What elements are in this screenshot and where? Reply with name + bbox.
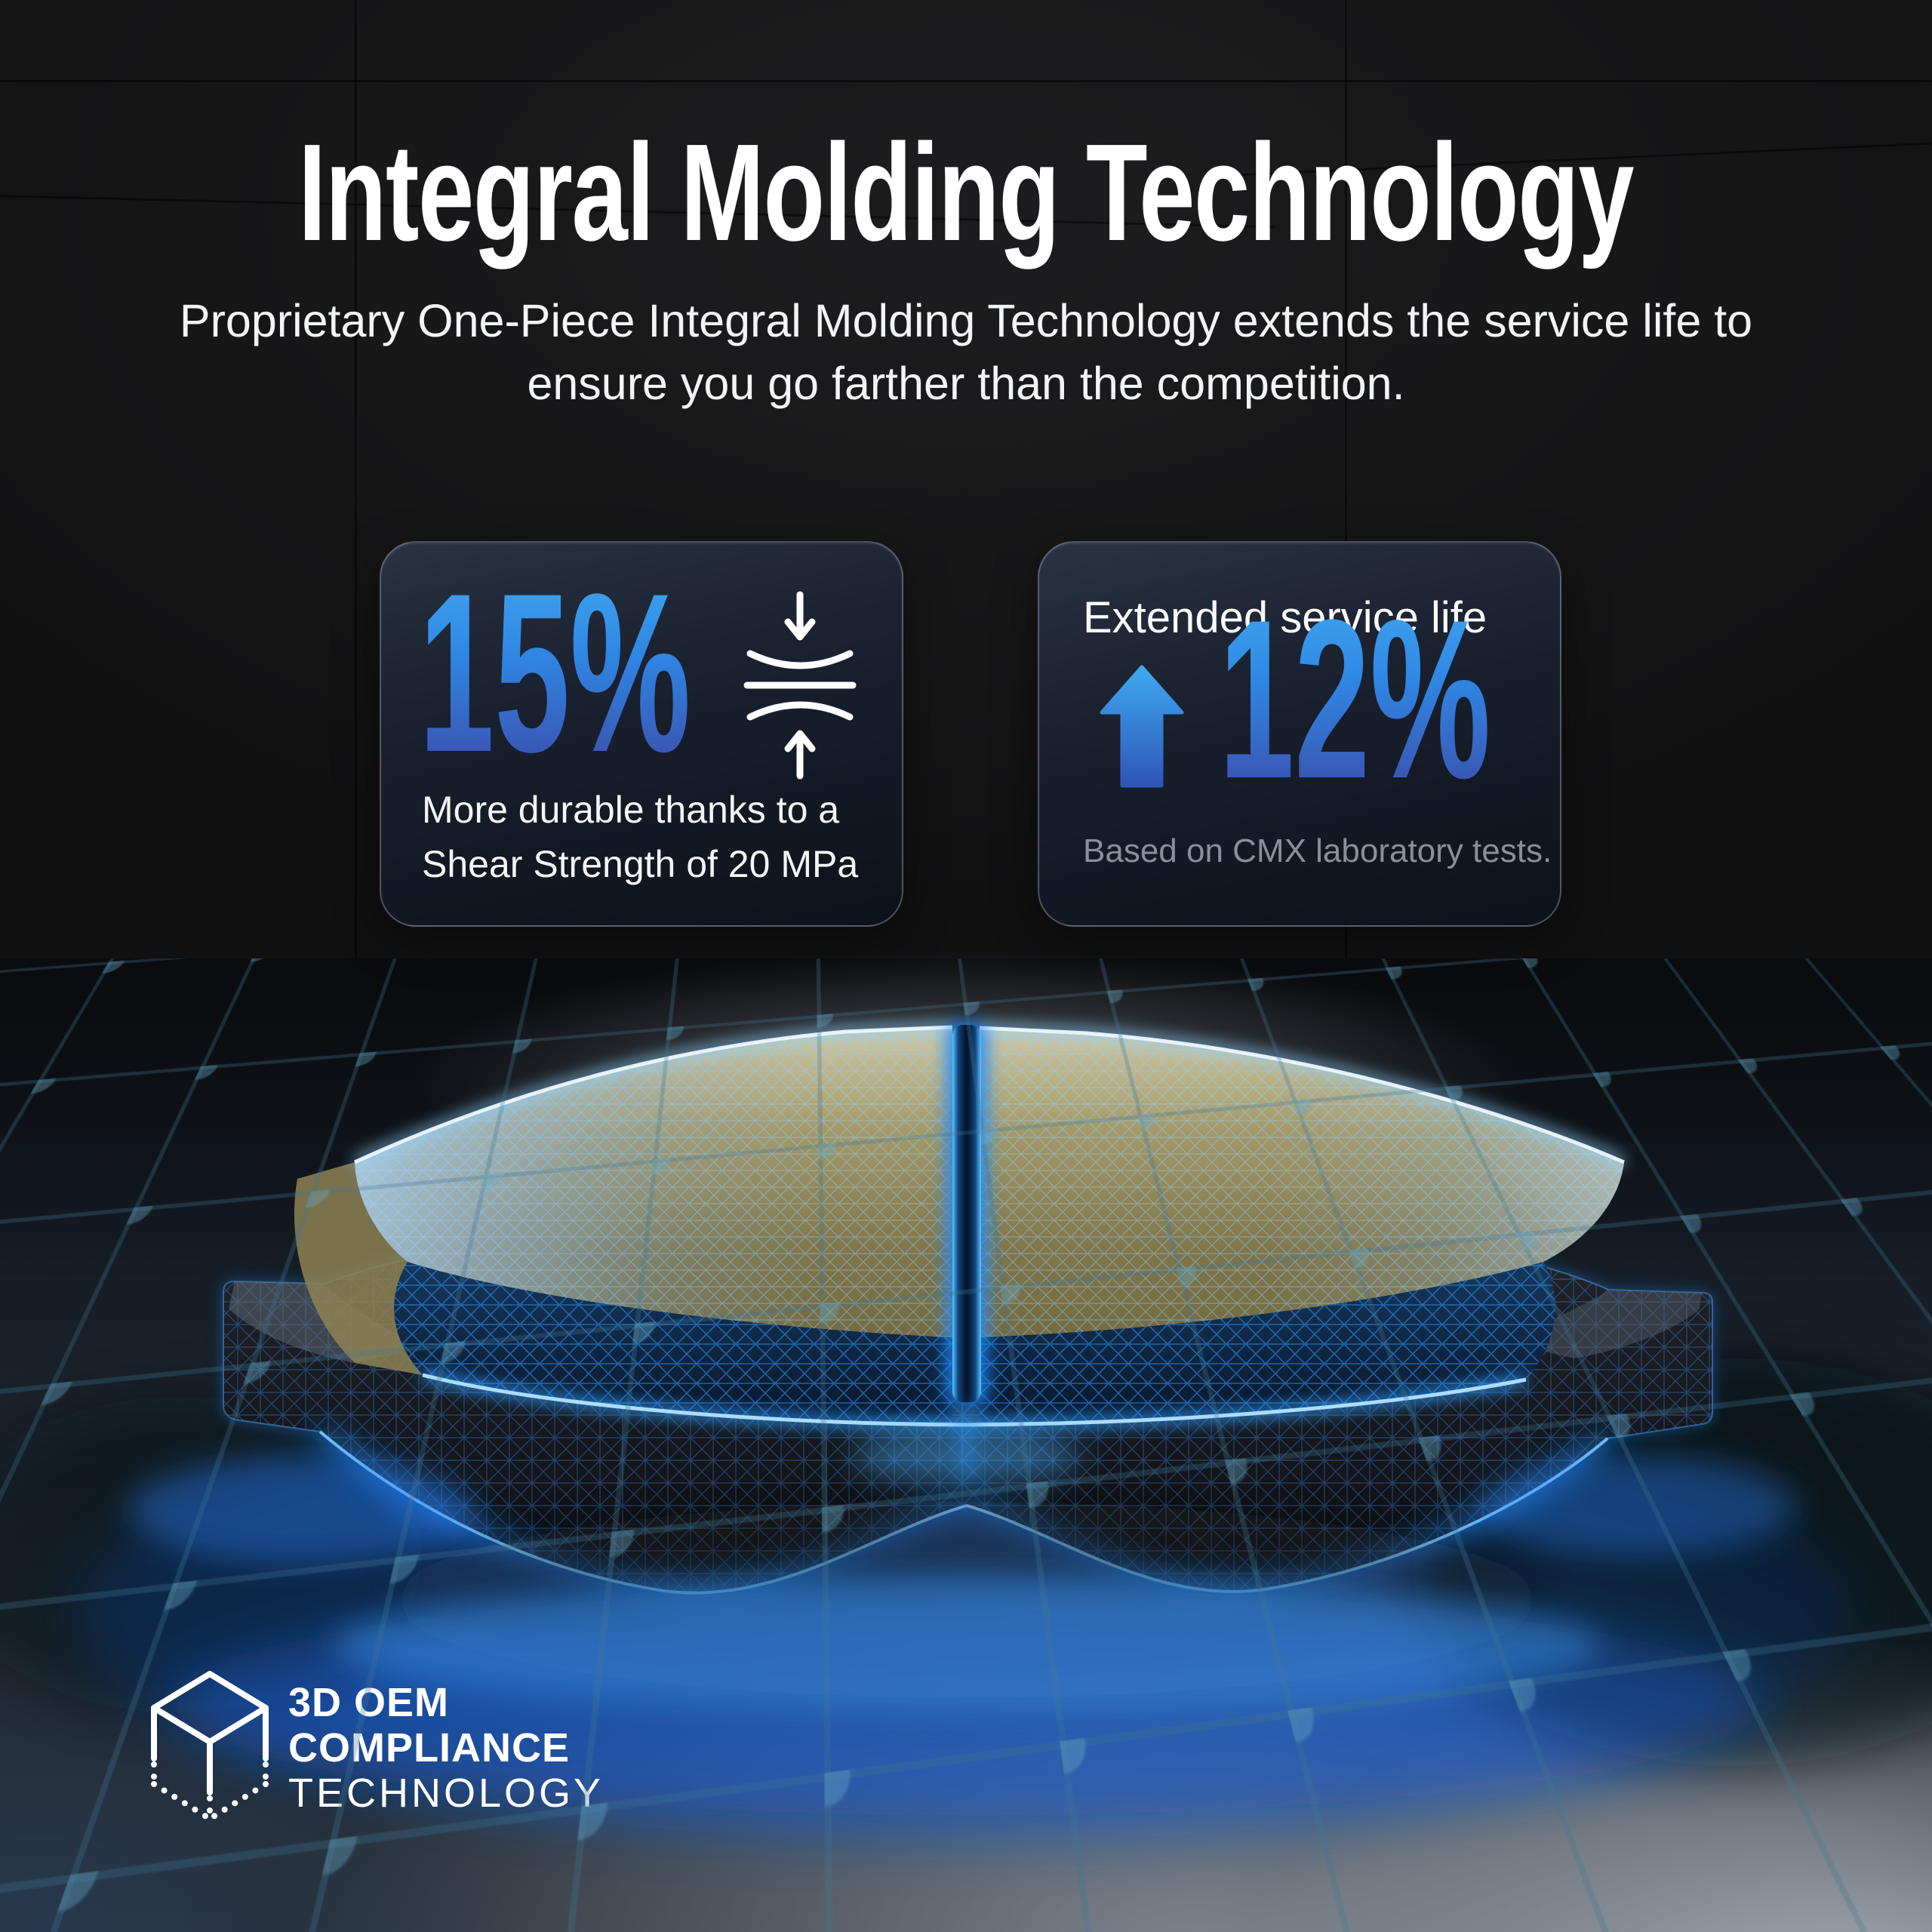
pad-center-groove (945, 1022, 989, 1481)
durability-stat-value: 15% (419, 546, 691, 799)
service-life-title: Extended service life (1083, 593, 1487, 642)
stat-card-durability: 15% More durable thanks to a Shear Stren… (380, 541, 903, 927)
arrow-up-icon (1100, 665, 1184, 788)
wall-seam (355, 0, 357, 981)
logo-line-2: COMPLIANCE (288, 1725, 570, 1770)
page-subtitle: Proprietary One-Piece Integral Molding T… (179, 295, 1753, 409)
stat-card-service-life: Extended service life 12% Based on CMX l… (1038, 541, 1561, 927)
pad-reflection (128, 1456, 1796, 1815)
backplate-right-tab-top (1506, 1291, 1702, 1358)
wall-seam (1345, 0, 1347, 981)
pad-friction-left-cap (294, 1162, 423, 1375)
wireframe-cube-icon (151, 1671, 269, 1822)
durability-description: More durable thanks to a Shear Strength … (422, 789, 859, 885)
logo-line-1: 3D OEM (288, 1680, 450, 1725)
technology-logo: 3D OEM COMPLIANCE TECHNOLOGY (148, 1669, 604, 1834)
logo-line-3: TECHNOLOGY (288, 1770, 605, 1816)
pad-friction-top (352, 1023, 1626, 1337)
service-life-caption: Based on CMX laboratory tests. (1083, 832, 1552, 869)
pad-friction-front (294, 1162, 1555, 1425)
wall-seam (0, 80, 1932, 82)
logo-text: 3D OEM COMPLIANCE TECHNOLOGY (288, 1680, 604, 1816)
compression-icon (743, 591, 857, 780)
page-title: Integral Molding Technology (0, 113, 1932, 272)
service-life-stat-value: 12% (1219, 572, 1491, 826)
page-title-text: Integral Molding Technology (298, 115, 1635, 269)
